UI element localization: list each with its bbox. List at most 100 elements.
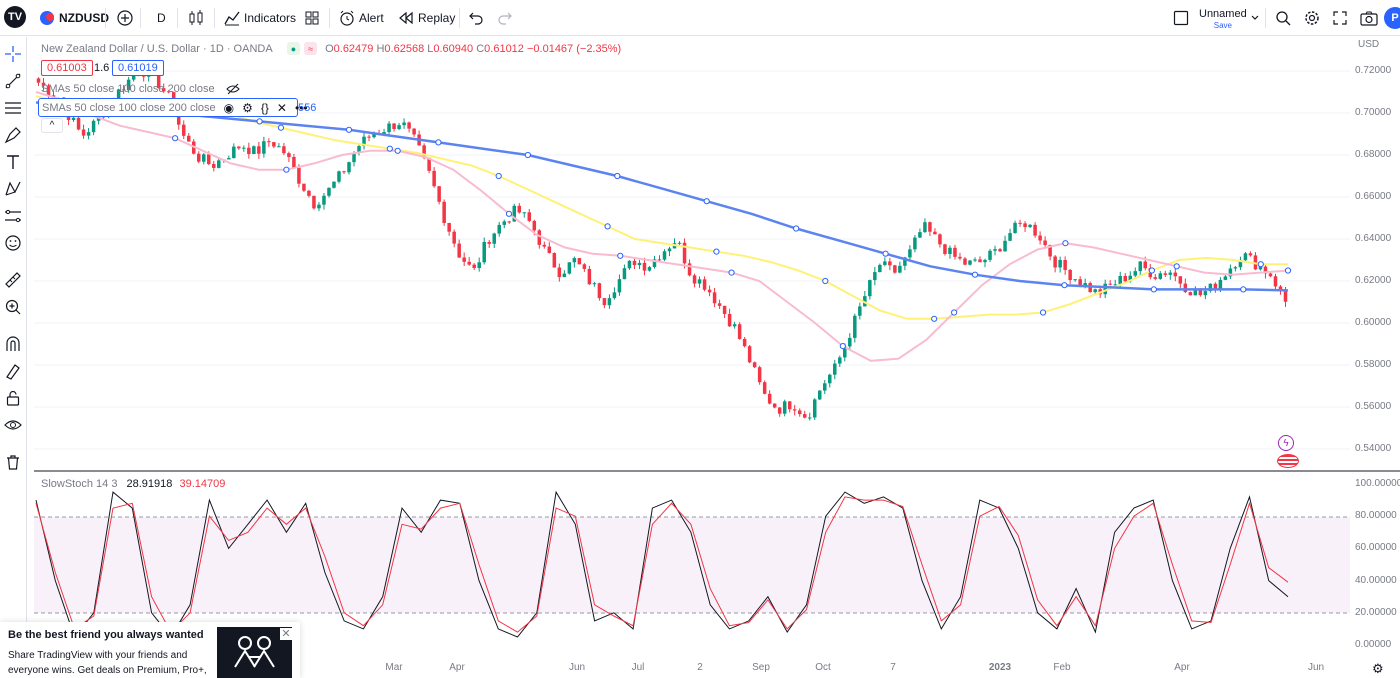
ohlc-values: O0.62479 H0.62568 L0.60940 C0.61012 −0.0…	[325, 42, 622, 55]
line-handle	[386, 145, 393, 152]
currency-label[interactable]: USD	[1358, 39, 1380, 50]
price-tick-label: 0.64000	[1355, 233, 1392, 244]
stoch-d-line[interactable]	[35, 496, 1289, 633]
source-code-icon[interactable]: {}	[260, 100, 269, 115]
quick-search-button[interactable]	[1275, 0, 1291, 36]
candle-body	[282, 146, 286, 154]
compare-symbol-button[interactable]	[116, 0, 134, 36]
candle-body	[337, 171, 341, 182]
gear-icon	[1305, 11, 1319, 25]
tradingview-logo[interactable]: TV	[4, 6, 26, 28]
alert-button[interactable]: Alert	[339, 0, 384, 36]
us-economic-event-icon[interactable]	[1277, 454, 1299, 468]
time-tick-label: 2	[697, 662, 703, 673]
market-status-badge[interactable]: ●	[286, 42, 301, 55]
plus-circle-icon	[117, 10, 133, 26]
text-tool-icon[interactable]	[4, 153, 22, 171]
sma-legend-row[interactable]: SMAs 50 close 100 close 200 close	[41, 83, 240, 95]
sma-50-line[interactable]	[35, 95, 1288, 320]
candle-body	[562, 273, 567, 278]
candle-body	[76, 117, 81, 130]
replay-button[interactable]: Replay	[398, 0, 455, 36]
sma-200-line[interactable]	[35, 101, 1289, 292]
promo-card[interactable]: Be the best friend you always wanted Sha…	[0, 622, 300, 678]
lock-icon[interactable]	[4, 389, 22, 407]
sell-button[interactable]: 0.61003	[41, 60, 93, 76]
eye-crossed-icon[interactable]	[226, 83, 240, 95]
brush-icon[interactable]	[4, 126, 22, 144]
gear-icon[interactable]: ⚙	[242, 100, 253, 115]
eye-icon[interactable]	[4, 416, 22, 434]
crosshair-icon[interactable]	[4, 45, 22, 63]
undo-button[interactable]	[469, 0, 483, 36]
stay-in-drawing-icon[interactable]	[4, 362, 22, 380]
search-icon	[1276, 11, 1291, 26]
close-icon[interactable]: ✕	[276, 100, 287, 115]
candle-body	[697, 279, 702, 284]
axis-settings-icon[interactable]: ⚙	[1372, 661, 1384, 676]
prediction-tool-icon[interactable]	[4, 207, 22, 225]
candle-body	[1118, 275, 1122, 285]
indicators-icon	[224, 11, 240, 26]
interval-button[interactable]: D	[157, 0, 166, 36]
candle-body	[1243, 253, 1248, 261]
candle-body	[537, 230, 542, 245]
candle-body	[572, 258, 577, 263]
pattern-tool-icon[interactable]	[4, 180, 22, 198]
horizontal-lines-icon[interactable]	[4, 99, 22, 117]
collapse-legend-button[interactable]: ^	[41, 118, 63, 133]
chart-type-button[interactable]	[188, 0, 204, 36]
candle-body	[1153, 277, 1158, 279]
sma-100-line[interactable]	[35, 91, 1289, 362]
stoch-legend[interactable]: SlowStoch 14 3 28.91918 39.14709	[41, 478, 225, 490]
emoji-icon[interactable]	[4, 234, 22, 252]
promo-close-button[interactable]: ✕	[280, 628, 292, 640]
candle-body	[412, 128, 416, 135]
zoom-in-icon[interactable]	[4, 298, 22, 316]
sma-legend-row-selected[interactable]: SMAs 50 close 100 close 200 close ◉ ⚙ {}…	[38, 98, 308, 117]
eye-icon[interactable]: ◉	[223, 100, 235, 115]
candle-body	[1238, 260, 1243, 268]
lightning-event-icon[interactable]: ϟ	[1278, 435, 1294, 451]
layout-name-button[interactable]: Unnamed Save	[1199, 8, 1247, 32]
candle-body	[41, 82, 46, 86]
redo-button[interactable]	[498, 0, 512, 36]
candle-body	[667, 248, 672, 252]
magnet-icon[interactable]	[4, 335, 22, 353]
candle-body	[833, 363, 837, 375]
layout-menu-button[interactable]	[1250, 0, 1260, 36]
sma-selection-handles[interactable]	[60, 97, 1292, 350]
data-status-badge[interactable]: ≈	[304, 42, 318, 55]
candle-body	[452, 231, 456, 244]
trash-icon[interactable]	[4, 453, 22, 471]
fullscreen-button[interactable]	[1333, 0, 1347, 36]
candle-body	[437, 186, 441, 202]
indicators-button[interactable]: Indicators	[224, 0, 296, 36]
candle-body	[272, 142, 276, 147]
friends-icon	[234, 636, 275, 668]
candle-body	[1193, 290, 1198, 296]
ruler-icon[interactable]	[4, 271, 22, 289]
stoch-k-line[interactable]	[35, 490, 1289, 639]
series-title[interactable]: New Zealand Dollar / U.S. Dollar · 1D · …	[41, 42, 273, 55]
candle-body	[397, 125, 401, 130]
trend-line-icon[interactable]	[4, 72, 22, 90]
candle-body	[186, 135, 191, 142]
profile-avatar[interactable]: P	[1384, 7, 1400, 29]
symbol-search-button[interactable]: NZDUSD	[40, 0, 109, 36]
time-tick-label: Mar	[385, 662, 403, 673]
screenshot-button[interactable]	[1360, 0, 1378, 36]
candle-body	[1108, 283, 1112, 285]
candle-body	[217, 160, 221, 168]
candle-body	[807, 417, 812, 419]
more-icon[interactable]: •••	[294, 100, 308, 115]
candle-body	[362, 136, 366, 147]
buy-button[interactable]: 0.61019	[112, 60, 164, 76]
candle-body	[1198, 290, 1203, 296]
candle-body	[707, 289, 712, 293]
layout-button[interactable]	[1173, 0, 1189, 36]
candle-body	[1128, 275, 1133, 282]
templates-button[interactable]	[304, 0, 320, 36]
settings-button[interactable]	[1304, 0, 1320, 36]
